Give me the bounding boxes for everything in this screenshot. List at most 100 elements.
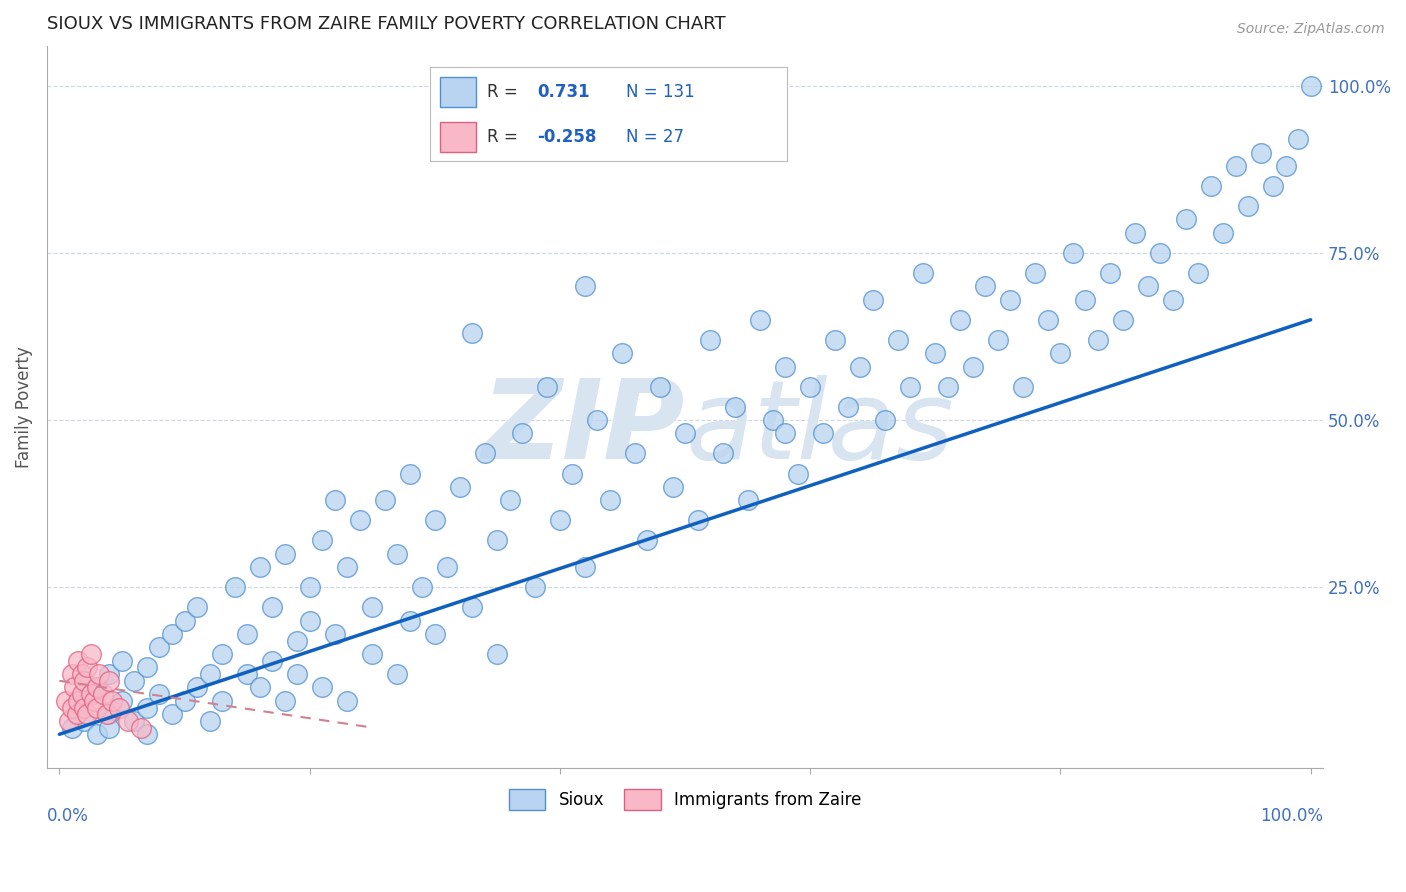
- Point: [512, 426, 534, 441]
- Point: [474, 446, 496, 460]
- Point: [136, 660, 159, 674]
- Point: [886, 333, 908, 347]
- Point: [285, 633, 308, 648]
- Point: [55, 694, 77, 708]
- Point: [58, 714, 80, 728]
- Point: [236, 667, 259, 681]
- Point: [361, 647, 384, 661]
- Point: [361, 600, 384, 615]
- Point: [837, 400, 859, 414]
- Point: [637, 533, 659, 548]
- Point: [486, 533, 509, 548]
- Point: [1149, 246, 1171, 260]
- Point: [67, 694, 90, 708]
- Point: [211, 647, 233, 661]
- Point: [73, 714, 96, 728]
- Point: [262, 600, 284, 615]
- Point: [111, 654, 134, 668]
- Point: [86, 727, 108, 741]
- Point: [724, 400, 747, 414]
- Point: [60, 667, 83, 681]
- Point: [1036, 312, 1059, 326]
- Point: [862, 293, 884, 307]
- Point: [1299, 78, 1322, 93]
- Point: [686, 513, 709, 527]
- Point: [449, 480, 471, 494]
- Text: Source: ZipAtlas.com: Source: ZipAtlas.com: [1237, 22, 1385, 37]
- Text: SIOUX VS IMMIGRANTS FROM ZAIRE FAMILY POVERTY CORRELATION CHART: SIOUX VS IMMIGRANTS FROM ZAIRE FAMILY PO…: [46, 15, 725, 33]
- Point: [311, 681, 333, 695]
- Point: [898, 379, 921, 393]
- Point: [911, 266, 934, 280]
- Point: [398, 614, 420, 628]
- Point: [1024, 266, 1046, 280]
- Point: [1099, 266, 1122, 280]
- Point: [117, 714, 139, 728]
- Text: ZIP: ZIP: [481, 375, 685, 482]
- Point: [737, 493, 759, 508]
- Point: [249, 681, 271, 695]
- Point: [83, 694, 105, 708]
- Point: [273, 694, 295, 708]
- Point: [374, 493, 396, 508]
- Point: [548, 513, 571, 527]
- Point: [423, 627, 446, 641]
- Point: [1062, 246, 1084, 260]
- Point: [574, 279, 596, 293]
- Point: [298, 580, 321, 594]
- Point: [523, 580, 546, 594]
- Point: [76, 707, 98, 722]
- Point: [198, 667, 221, 681]
- Text: atlas: atlas: [685, 375, 953, 482]
- Point: [76, 660, 98, 674]
- Point: [773, 426, 796, 441]
- Point: [1011, 379, 1033, 393]
- Point: [336, 694, 359, 708]
- Point: [86, 700, 108, 714]
- Point: [1112, 312, 1135, 326]
- Point: [599, 493, 621, 508]
- Point: [561, 467, 583, 481]
- Point: [186, 600, 208, 615]
- Point: [875, 413, 897, 427]
- Point: [436, 560, 458, 574]
- Point: [67, 654, 90, 668]
- Point: [699, 333, 721, 347]
- Point: [86, 681, 108, 695]
- Point: [236, 627, 259, 641]
- Point: [285, 667, 308, 681]
- Point: [91, 687, 114, 701]
- Point: [98, 673, 121, 688]
- Point: [249, 560, 271, 574]
- Point: [411, 580, 433, 594]
- Point: [1274, 159, 1296, 173]
- Point: [124, 673, 146, 688]
- Point: [160, 627, 183, 641]
- Point: [349, 513, 371, 527]
- Y-axis label: Family Poverty: Family Poverty: [15, 346, 32, 467]
- Point: [936, 379, 959, 393]
- Point: [70, 667, 93, 681]
- Point: [387, 547, 409, 561]
- Point: [811, 426, 834, 441]
- Point: [108, 700, 131, 714]
- Text: 0.0%: 0.0%: [46, 807, 89, 825]
- Point: [1000, 293, 1022, 307]
- Point: [129, 721, 152, 735]
- Point: [98, 707, 121, 722]
- Point: [136, 700, 159, 714]
- Point: [1174, 212, 1197, 227]
- Point: [1187, 266, 1209, 280]
- Point: [661, 480, 683, 494]
- Point: [773, 359, 796, 374]
- Point: [73, 694, 96, 708]
- Point: [1250, 145, 1272, 160]
- Point: [387, 667, 409, 681]
- Point: [136, 727, 159, 741]
- Point: [398, 467, 420, 481]
- Point: [1074, 293, 1097, 307]
- Point: [1212, 226, 1234, 240]
- Point: [98, 667, 121, 681]
- Point: [79, 687, 101, 701]
- Point: [73, 673, 96, 688]
